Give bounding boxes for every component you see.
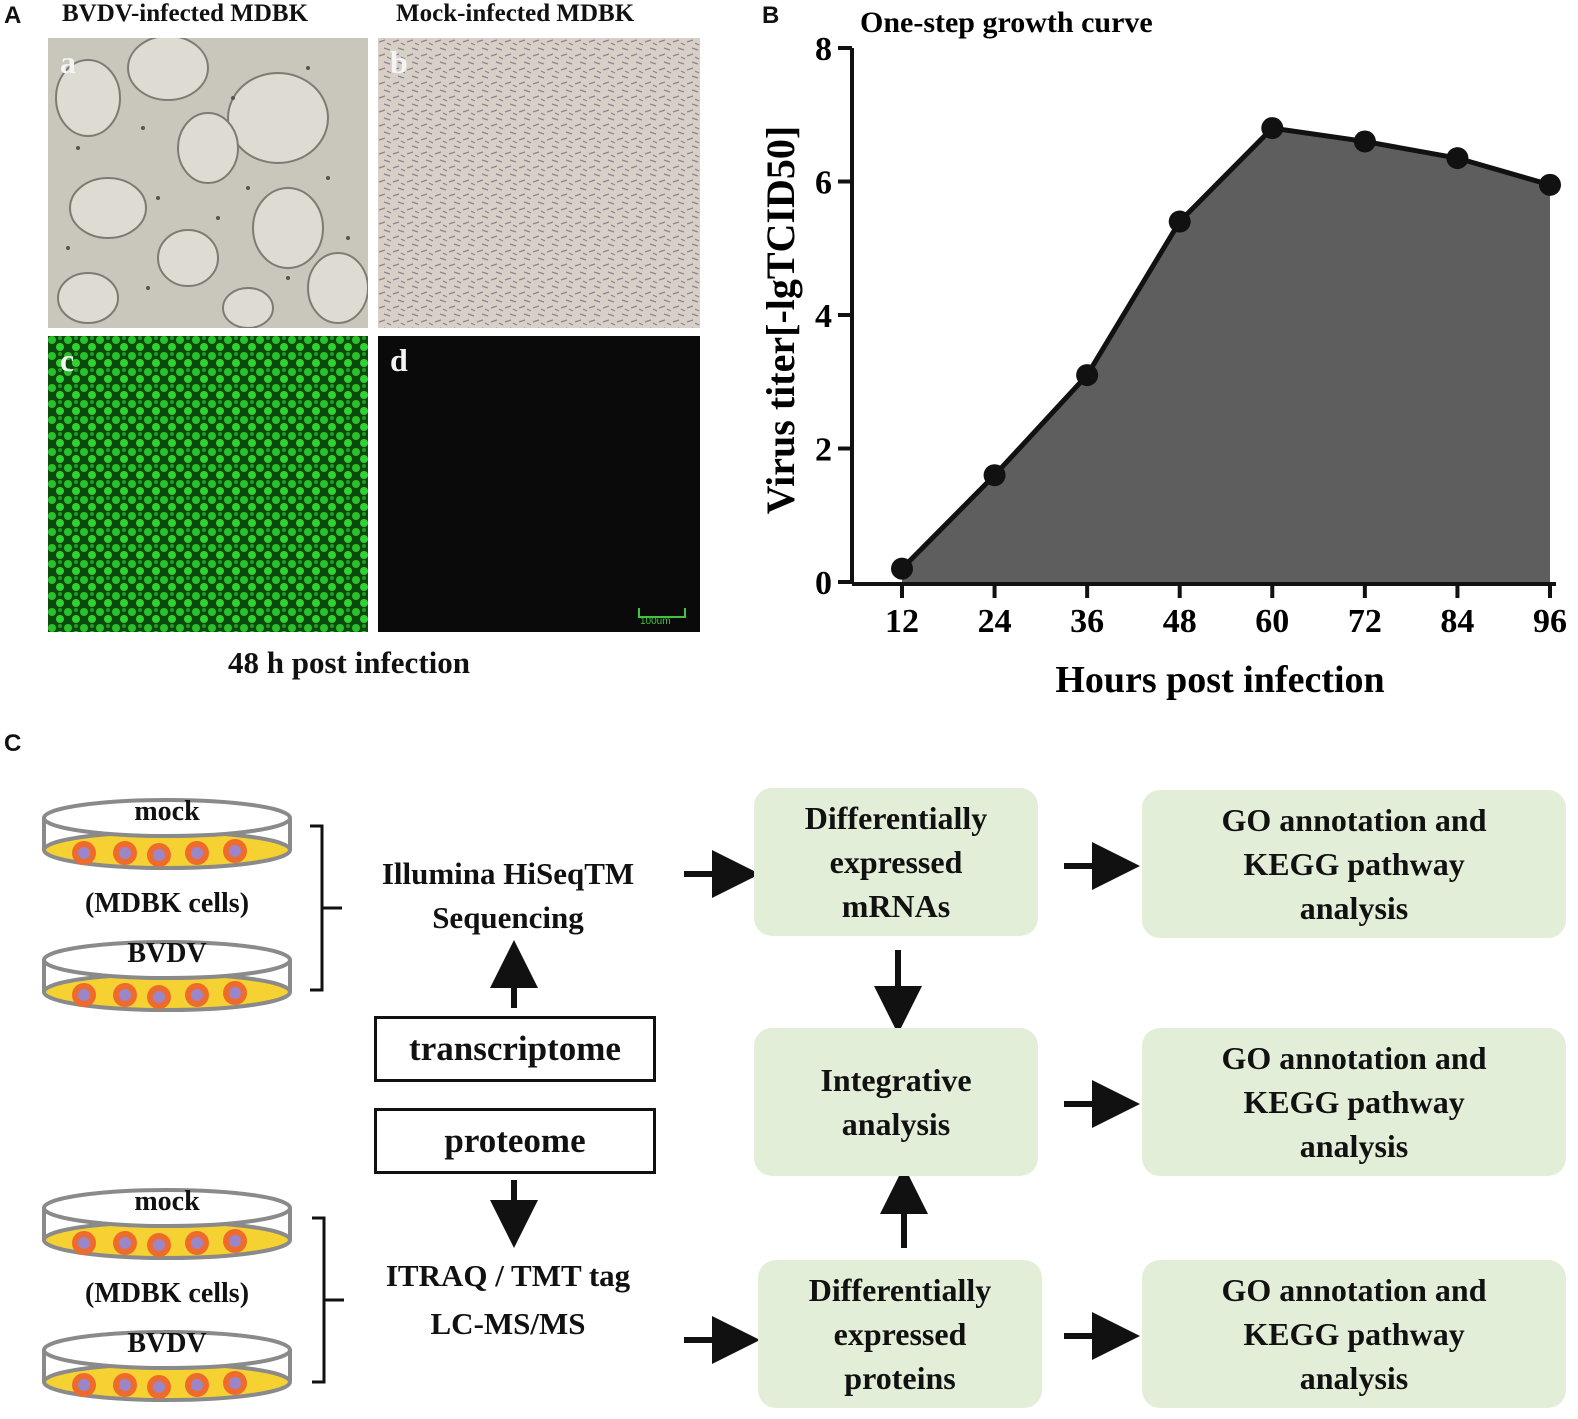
y-tick-label: 8 bbox=[815, 31, 832, 68]
box-go-kegg-proteins: GO annotation and KEGG pathway analysis bbox=[1142, 1260, 1566, 1408]
box-go-kegg-integrative: GO annotation and KEGG pathway analysis bbox=[1142, 1028, 1566, 1176]
micrograph-a: a bbox=[48, 38, 368, 328]
micrograph-d: d 100um bbox=[378, 336, 700, 632]
data-point bbox=[1353, 130, 1376, 153]
x-tick-label: 84 bbox=[1440, 603, 1474, 640]
micrograph-c: c bbox=[48, 336, 368, 632]
y-tick-label: 6 bbox=[815, 165, 832, 202]
transcriptome-box: transcriptome bbox=[374, 1016, 656, 1082]
box-differential-proteins: Differentially expressed proteins bbox=[758, 1260, 1042, 1408]
box-differential-mrnas: Differentially expressed mRNAs bbox=[754, 788, 1038, 936]
bracket-top bbox=[310, 824, 342, 992]
panel-c-letter: C bbox=[4, 730, 22, 757]
data-point bbox=[1076, 364, 1099, 387]
y-tick-label: 0 bbox=[815, 565, 832, 602]
cells-bottom-label: (MDBK cells) bbox=[84, 1278, 250, 1309]
mock-infected-title: Mock-infected MDBK bbox=[396, 0, 635, 27]
micrograph-a-texture bbox=[48, 38, 368, 328]
x-tick-label: 60 bbox=[1255, 603, 1289, 640]
x-tick-label: 72 bbox=[1348, 603, 1382, 640]
series-line bbox=[900, 125, 1551, 571]
data-point bbox=[891, 557, 913, 580]
x-tick-label: 36 bbox=[1070, 603, 1104, 640]
micrograph-d-label: d bbox=[390, 342, 408, 378]
panel-a-letter: A bbox=[4, 2, 22, 29]
scale-bar-label: 100um bbox=[640, 616, 671, 627]
lcms-label: LC-MS/MS bbox=[430, 1306, 586, 1341]
micrograph-b-texture bbox=[378, 38, 700, 328]
dish-top-bvdv-label: BVDV bbox=[127, 938, 207, 969]
x-axis-title: Hours post infection bbox=[1055, 659, 1384, 701]
y-tick-label: 2 bbox=[815, 432, 832, 469]
panel-b-letter: B bbox=[762, 2, 780, 29]
box-go-kegg-mrna: GO annotation and KEGG pathway analysis bbox=[1142, 790, 1566, 938]
dish-bottom-mock-label: mock bbox=[134, 1186, 200, 1217]
bracket-bottom bbox=[312, 1216, 344, 1384]
y-axis-title: Virus titer[-lgTCID50] bbox=[758, 126, 803, 514]
chart-title: One-step growth curve bbox=[860, 6, 1153, 39]
dish-top-mock-label: mock bbox=[134, 796, 200, 827]
data-point bbox=[1168, 210, 1191, 233]
sequencing-label: Sequencing bbox=[432, 900, 584, 935]
micrograph-c-texture bbox=[48, 336, 368, 632]
itraq-label: ITRAQ / TMT tag bbox=[385, 1258, 631, 1293]
micrograph-b: b bbox=[378, 38, 700, 328]
box-integrative-analysis: Integrative analysis bbox=[754, 1028, 1038, 1176]
data-point bbox=[1261, 117, 1284, 140]
data-point bbox=[1539, 173, 1561, 196]
micrograph-a-label: a bbox=[60, 44, 76, 80]
x-tick-label: 12 bbox=[885, 603, 919, 640]
x-tick-label: 96 bbox=[1533, 603, 1567, 640]
illumina-label: Illumina HiSeqTM bbox=[381, 856, 635, 891]
y-tick-label: 4 bbox=[815, 298, 832, 335]
workflow-graphics bbox=[42, 798, 1140, 1402]
data-point bbox=[983, 464, 1006, 487]
micrograph-b-label: b bbox=[390, 44, 408, 80]
series-area-fill bbox=[902, 128, 1550, 582]
x-tick-label: 48 bbox=[1163, 603, 1197, 640]
scale-bar bbox=[638, 608, 686, 618]
proteome-box: proteome bbox=[374, 1108, 656, 1174]
dish-bottom-bvdv-label: BVDV bbox=[127, 1328, 207, 1359]
panel-a-caption: 48 h post infection bbox=[228, 645, 470, 680]
data-point bbox=[1446, 147, 1469, 170]
bvdv-infected-title: BVDV-infected MDBK bbox=[62, 0, 309, 27]
micrograph-c-label: c bbox=[60, 342, 75, 378]
x-tick-label: 24 bbox=[978, 603, 1012, 640]
cells-top-label: (MDBK cells) bbox=[84, 888, 250, 919]
